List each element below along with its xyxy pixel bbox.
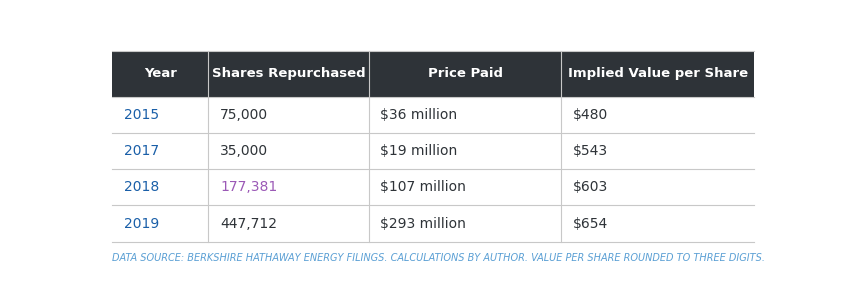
Text: 2019: 2019 [123,217,159,231]
Bar [112,133,753,169]
Text: DATA SOURCE: BERKSHIRE HATHAWAY ENERGY FILINGS. CALCULATIONS BY AUTHOR. VALUE PE: DATA SOURCE: BERKSHIRE HATHAWAY ENERGY F… [112,253,765,263]
Text: $603: $603 [572,180,608,194]
Text: Shares Repurchased: Shares Repurchased [212,67,365,80]
Text: $19 million: $19 million [380,144,457,158]
Text: 177,381: 177,381 [219,180,277,194]
Bar [112,51,753,97]
Text: 75,000: 75,000 [219,108,268,122]
Text: $543: $543 [572,144,608,158]
Text: $480: $480 [572,108,608,122]
Bar [112,206,753,242]
Text: 2018: 2018 [123,180,159,194]
Text: 447,712: 447,712 [219,217,277,231]
Text: 35,000: 35,000 [219,144,268,158]
Text: $293 million: $293 million [380,217,466,231]
Text: 2017: 2017 [123,144,159,158]
Bar [112,169,753,206]
Text: $36 million: $36 million [380,108,457,122]
Text: 2015: 2015 [123,108,159,122]
Text: Price Paid: Price Paid [427,67,502,80]
Text: Year: Year [143,67,176,80]
Text: $654: $654 [572,217,608,231]
Text: $107 million: $107 million [380,180,466,194]
Text: Implied Value per Share: Implied Value per Share [567,67,747,80]
Bar [112,97,753,133]
